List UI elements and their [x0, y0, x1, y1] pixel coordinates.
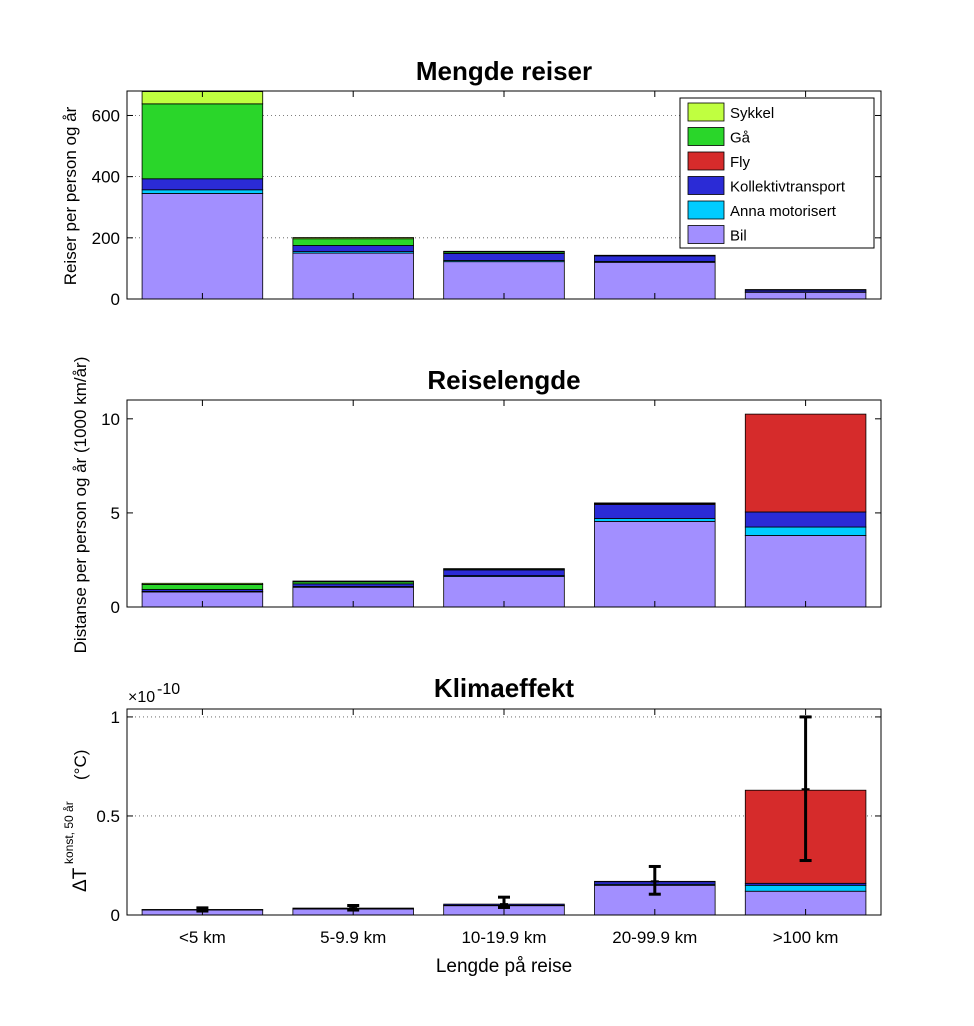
bar-segment-kollektivtransport: [594, 255, 716, 262]
legend-label: Kollektivtransport: [730, 179, 846, 196]
y-axis-label: ΔT konst, 50 år (°C): [62, 750, 91, 892]
bar-segment-gå: [292, 238, 414, 246]
bar-segment-anna-motorisert: [744, 526, 867, 536]
svg-text:(°C): (°C): [71, 750, 90, 780]
legend-label: Sykkel: [730, 105, 774, 122]
y-tick-label: 10: [101, 410, 120, 429]
legend-swatch: [687, 151, 725, 171]
bar-segment-anna-motorisert: [744, 884, 867, 892]
legend-label: Fly: [730, 154, 750, 171]
bar-segment-kollektivtransport: [141, 178, 264, 191]
bar-segment-sykkel: [292, 237, 414, 240]
legend-label: Bil: [730, 228, 747, 245]
bar-segment-gå: [141, 103, 264, 180]
legend-swatch: [687, 176, 725, 195]
bar-segment-fly: [744, 289, 867, 291]
legend-item: Gå: [687, 127, 751, 147]
bar-segment-bil: [141, 193, 264, 300]
bar-segment-gå: [141, 584, 264, 590]
legend-swatch: [687, 102, 725, 122]
bar-segment-sykkel: [443, 250, 565, 253]
legend-item: Fly: [687, 151, 750, 171]
legend-swatch: [687, 127, 725, 146]
x-tick-label: >100 km: [773, 928, 839, 947]
y-axis-label: Reiser per person og år: [61, 106, 80, 285]
bar-segment-kollektivtransport: [443, 569, 565, 576]
legend: Sykkel Gå Fly Kollektivtransport Anna motori…: [679, 97, 875, 249]
chart-title: Mengde reiser: [416, 56, 592, 86]
y-tick-label: 200: [92, 229, 120, 248]
legend-item: Anna motorisert: [687, 200, 837, 220]
y-tick-label: 0: [111, 290, 120, 309]
legend-item: Sykkel: [687, 102, 774, 122]
bar-segment-kollektivtransport: [443, 253, 565, 261]
bar-segment-kollektivtransport: [292, 245, 414, 252]
bar-segment-sykkel: [292, 580, 414, 583]
x-tick-label: 5-9.9 km: [320, 928, 386, 947]
legend-item: Bil: [687, 225, 747, 245]
legend-item: Kollektivtransport: [687, 176, 846, 196]
error-bar: [498, 895, 510, 909]
x-axis-label: Lengde på reise: [436, 956, 572, 977]
legend-label: Anna motorisert: [730, 203, 837, 220]
chart-title: Klimaeffekt: [434, 673, 574, 703]
legend-label: Gå: [730, 130, 751, 147]
y-axis-label: Distanse per person og år (1000 km/år): [71, 357, 90, 654]
bar-segment-bil: [594, 520, 716, 608]
x-tick-label: 10-19.9 km: [461, 928, 546, 947]
bar-segment-anna-motorisert: [141, 189, 264, 194]
y-tick-label: 1: [111, 708, 120, 727]
error-bar: [799, 715, 812, 863]
exponent-label: ×10 -10: [128, 681, 180, 706]
y-tick-label: 0.5: [96, 807, 120, 826]
svg-text:-10: -10: [157, 681, 180, 698]
bar-segment-bil: [443, 261, 565, 300]
svg-text:konst, 50 år: konst, 50 år: [62, 801, 76, 864]
legend-box: [679, 97, 875, 249]
legend-swatch: [687, 200, 725, 220]
x-tick-label: 20-99.9 km: [612, 928, 697, 947]
bar-segment-bil: [292, 252, 414, 300]
svg-text:×10: ×10: [128, 689, 155, 706]
bar-segment-sykkel: [141, 582, 264, 585]
bar-segment-bil: [744, 535, 867, 608]
y-tick-label: 5: [111, 504, 120, 523]
panel-mengde-reiser: Mengde reiser 0 200 400 600 Reiser per pers…: [61, 56, 882, 309]
error-bar: [648, 864, 661, 896]
y-tick-label: 0: [111, 906, 120, 925]
bar-segment-kollektivtransport: [744, 511, 867, 528]
legend-swatch: [687, 225, 725, 244]
y-tick-label: 0: [111, 598, 120, 617]
panel-reiselengde: Reiselengde 0 5 10 Distanse per person og …: [71, 357, 882, 654]
panel-klimaeffekt: Klimaeffekt 0 0.5 1 <5 km 5-9.9 km 10-19.9 km…: [62, 673, 882, 977]
bar-segment-kollektivtransport: [594, 504, 716, 519]
svg-text:ΔT: ΔT: [70, 867, 91, 892]
chart-title: Reiselengde: [427, 365, 580, 395]
y-tick-label: 400: [92, 168, 120, 187]
bar-segment-fly: [744, 413, 867, 513]
x-tick-label: <5 km: [179, 928, 226, 947]
bar-segment-anna-motorisert: [594, 518, 716, 522]
y-tick-label: 600: [92, 106, 120, 125]
